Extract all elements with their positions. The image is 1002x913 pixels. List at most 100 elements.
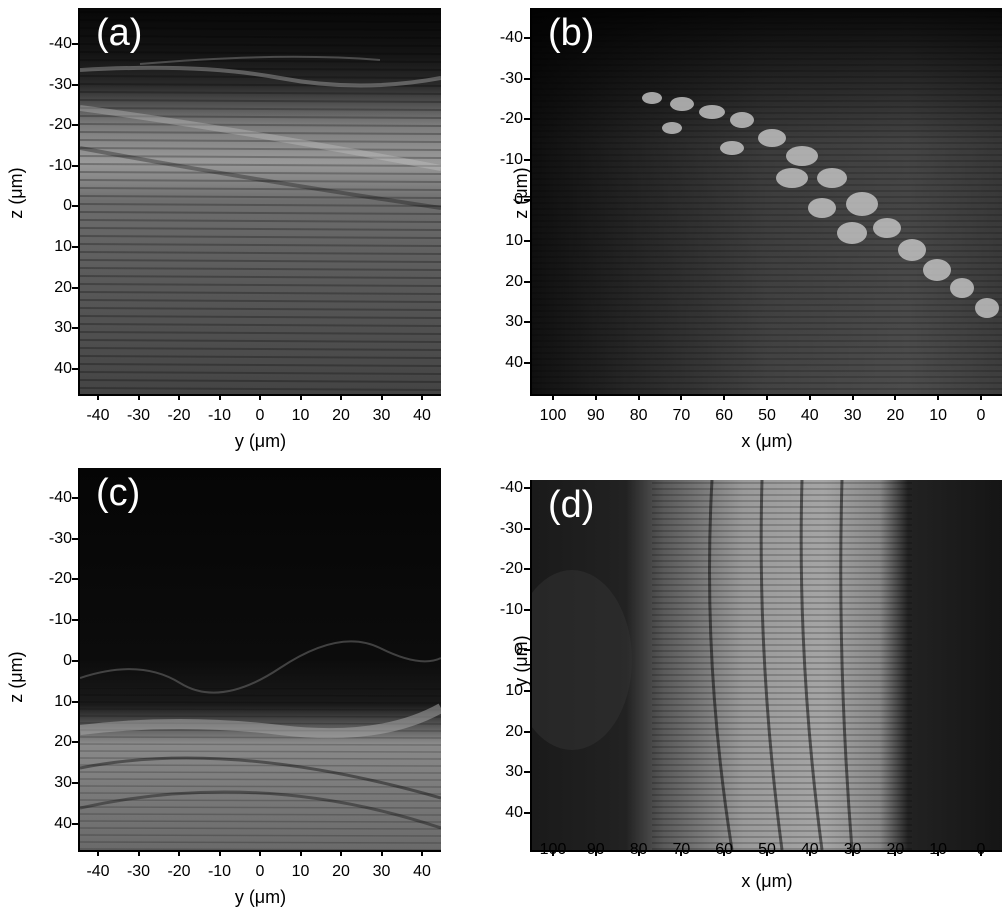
x-tick-label: 50: [747, 842, 787, 858]
x-tick-label: 80: [629, 407, 648, 424]
y-tick-mark: [524, 240, 530, 242]
x-tick-mark: [421, 850, 423, 856]
x-tick-mark: [894, 850, 897, 856]
x-tick-label: 30: [843, 407, 862, 424]
x-tick-mark: [178, 850, 180, 856]
microscopy-image-c: (c): [80, 468, 441, 850]
y-tick-label: 40: [505, 803, 523, 821]
image-c-texture: [80, 468, 441, 850]
y-tick-label: -10: [499, 600, 523, 618]
x-tick-mark: [259, 394, 261, 400]
y-tick-label: 30: [54, 773, 72, 791]
x-tick-label: 100: [533, 842, 573, 858]
microscopy-image-b: (b): [532, 8, 1002, 394]
y-tick-label: 10: [505, 682, 523, 699]
x-axis-title-d: x (μm): [741, 871, 793, 891]
x-tick-label: 60: [704, 842, 744, 858]
x-tick-label: -30: [126, 863, 151, 880]
y-tick-mark: [72, 578, 78, 581]
x-tick-label: 70: [672, 407, 691, 424]
y-axis-line-a: [78, 8, 80, 396]
y-tick-mark: [524, 649, 530, 652]
y-tick-label: 30: [505, 763, 523, 781]
x-tick-mark: [218, 394, 221, 400]
x-tick-mark: [766, 850, 768, 856]
y-tick-mark: [72, 619, 78, 622]
x-tick-label: 20: [875, 842, 915, 858]
x-tick-label: 30: [833, 842, 873, 858]
x-tick-mark: [766, 394, 768, 400]
y-tick-mark: [524, 37, 530, 39]
x-tick-label: 20: [332, 407, 350, 424]
x-tick-mark: [380, 850, 383, 856]
y-tick-label: -30: [48, 529, 72, 547]
x-tick-label: 0: [255, 863, 265, 880]
y-tick-label: 10: [505, 232, 523, 249]
x-tick-mark: [218, 850, 221, 856]
x-tick-label: 40: [413, 863, 431, 880]
y-tick-mark: [524, 730, 530, 733]
y-axis-line-d: [530, 480, 532, 852]
y-tick-mark: [72, 367, 78, 370]
y-tick-label: 0: [63, 197, 72, 215]
y-tick-label: -20: [48, 570, 72, 588]
x-tick-mark: [937, 394, 940, 400]
x-tick-mark: [851, 850, 854, 856]
x-tick-mark: [894, 394, 897, 400]
y-axis-title-d: y (μm): [511, 635, 531, 687]
y-tick-label: 30: [505, 313, 523, 331]
y-tick-label: -10: [48, 611, 72, 629]
y-tick-label: -40: [48, 489, 72, 506]
y-tick-mark: [524, 321, 530, 324]
x-tick-mark: [680, 394, 683, 400]
x-tick-mark: [980, 394, 982, 400]
y-tick-mark: [72, 700, 78, 703]
y-tick-mark: [524, 690, 530, 692]
y-tick-mark: [72, 537, 78, 540]
y-tick-mark: [72, 124, 78, 127]
y-tick-label: -40: [48, 35, 72, 52]
x-tick-mark: [637, 850, 640, 856]
y-tick-label: -30: [48, 75, 72, 93]
x-tick-label: -10: [207, 863, 232, 880]
y-tick-mark: [72, 164, 78, 167]
x-tick-mark: [594, 850, 597, 856]
y-tick-label: 40: [54, 814, 72, 832]
x-tick-label: 60: [715, 407, 734, 424]
x-tick-mark: [637, 394, 640, 400]
x-tick-mark: [299, 394, 302, 400]
y-tick-label: 0: [514, 191, 523, 209]
y-tick-label: -40: [499, 29, 523, 46]
x-tick-label: 80: [619, 842, 659, 858]
y-tick-label: -20: [499, 110, 523, 128]
panel-c-label: (c): [96, 472, 141, 514]
panel-a: (a) -40 -30 -20 -10 0 10 20 30 40 -40 -30 -20 -10 0 1…: [0, 0, 501, 456]
x-tick-label: -10: [207, 407, 232, 424]
y-tick-label: -20: [48, 116, 72, 134]
x-tick-mark: [808, 394, 811, 400]
y-tick-label: 10: [54, 692, 72, 710]
y-tick-label: 10: [54, 238, 72, 255]
y-tick-label: 20: [505, 722, 523, 740]
y-tick-mark: [524, 77, 530, 80]
x-tick-mark: [594, 394, 597, 400]
x-tick-mark: [851, 394, 854, 400]
x-tick-label: 20: [886, 407, 905, 424]
y-tick-label: 30: [54, 319, 72, 337]
x-tick-label: -20: [167, 863, 191, 880]
y-tick-mark: [524, 487, 530, 489]
y-tick-mark: [524, 527, 530, 530]
x-tick-label: -30: [126, 407, 151, 424]
x-axis-title-a: y (μm): [234, 431, 287, 451]
y-tick-mark: [72, 205, 78, 208]
x-tick-label: 70: [661, 842, 701, 858]
x-tick-label: 30: [372, 863, 391, 880]
x-tick-label: 0: [976, 407, 986, 424]
y-tick-mark: [524, 199, 530, 202]
y-axis-line-b: [530, 8, 532, 396]
x-tick-mark: [340, 394, 342, 400]
y-tick-label: 40: [54, 359, 72, 377]
y-tick-label: -10: [499, 150, 523, 168]
y-tick-mark: [72, 781, 78, 784]
x-tick-label: 90: [576, 842, 616, 858]
